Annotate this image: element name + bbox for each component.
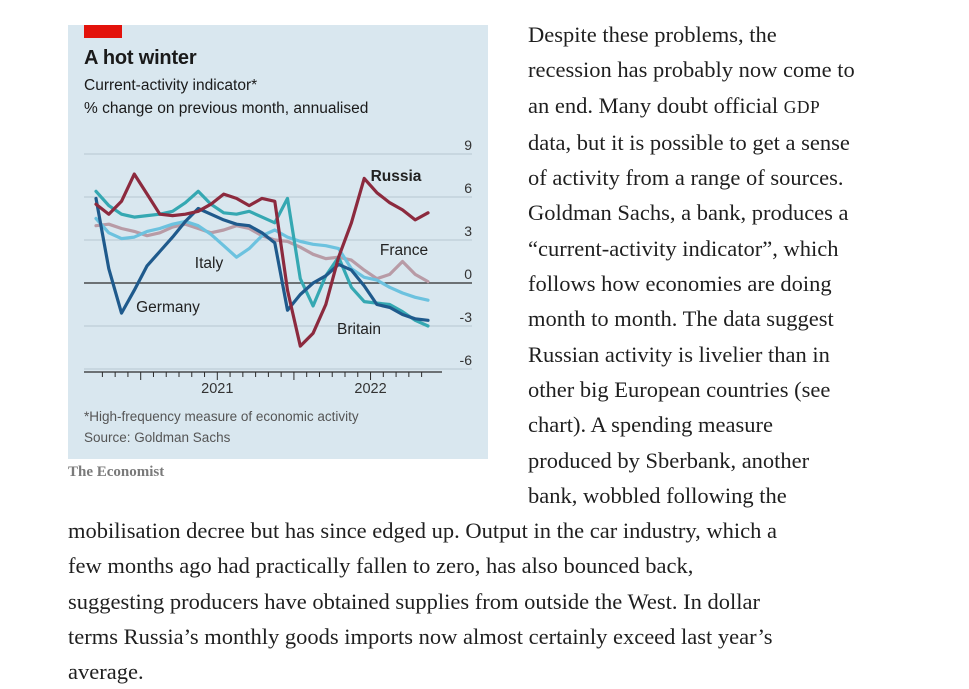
y-tick-label: 6 [464,180,472,196]
article-line: month to month. The data suggest [528,306,834,332]
chart-panel: A hot winter Current-activity indicator*… [68,25,488,459]
y-tick-label: -6 [460,352,473,368]
article-line: of activity from a range of sources. [528,165,844,191]
chart-subtitle: Current-activity indicator* [84,77,258,94]
article-text-bottom: mobilisation decree but has since edged … [68,513,958,689]
article-line: “current-activity indicator”, which [528,235,839,261]
x-tick-label: 2021 [201,381,233,397]
y-tick-label: 9 [464,137,472,153]
article-line: follows how economies are doing [528,271,832,297]
article-line: bank, wobbled following the [528,482,787,508]
economist-credit: The Economist [68,464,165,480]
series-label-britain: Britain [337,321,381,338]
article-line: suggesting producers have obtained suppl… [68,588,761,614]
article-line: Goldman Sachs, a bank, produces a [528,200,849,226]
series-line-italy [94,216,430,302]
article-text-right: Despite these problems, the recession ha… [528,17,948,513]
y-tick-label: 3 [464,223,472,239]
article-line: other big European countries (see [528,376,831,402]
article-line: few months ago had practically fallen to… [68,553,694,579]
series-label-italy: Italy [195,255,224,272]
article-line: average. [68,659,144,685]
chart-footnote: *High-frequency measure of economic acti… [84,409,359,424]
y-tick-label: 0 [464,266,472,282]
article-line: terms Russia’s monthly goods imports now… [68,623,773,649]
article-line: mobilisation decree but has since edged … [68,518,777,543]
chart-source: Source: Goldman Sachs [84,430,231,445]
article-line: an end. Many doubt official GDP [528,88,948,125]
series-line-france [94,189,430,328]
series-label-germany: Germany [136,299,200,316]
chart-unit-label: % change on previous month, annualised [84,100,369,117]
article-line: recession has probably now come to [528,57,855,83]
chart-title: A hot winter [84,47,197,69]
x-tick-label: 2022 [354,381,386,397]
line-chart: -6 -3 0 3 6 9 2021 2022 Russia Germany France Italy… [84,137,473,397]
gdp-abbreviation: GDP [783,96,821,117]
article-line: Russian activity is livelier than in [528,341,830,367]
article-line: chart). A spending measure [528,412,773,438]
series-line-russia [94,172,430,348]
article-line: Despite these problems, the [528,22,777,47]
y-tick-label: -3 [460,309,473,325]
series-line-germany [94,196,430,322]
series-label-russia: Russia [371,168,422,185]
article-line: produced by Sberbank, another [528,447,810,473]
article-line-text: an end. Many doubt official [528,92,784,118]
series-label-france: France [380,242,428,259]
economist-red-tag [84,25,122,38]
article-line: data, but it is possible to get a sense [528,129,850,155]
